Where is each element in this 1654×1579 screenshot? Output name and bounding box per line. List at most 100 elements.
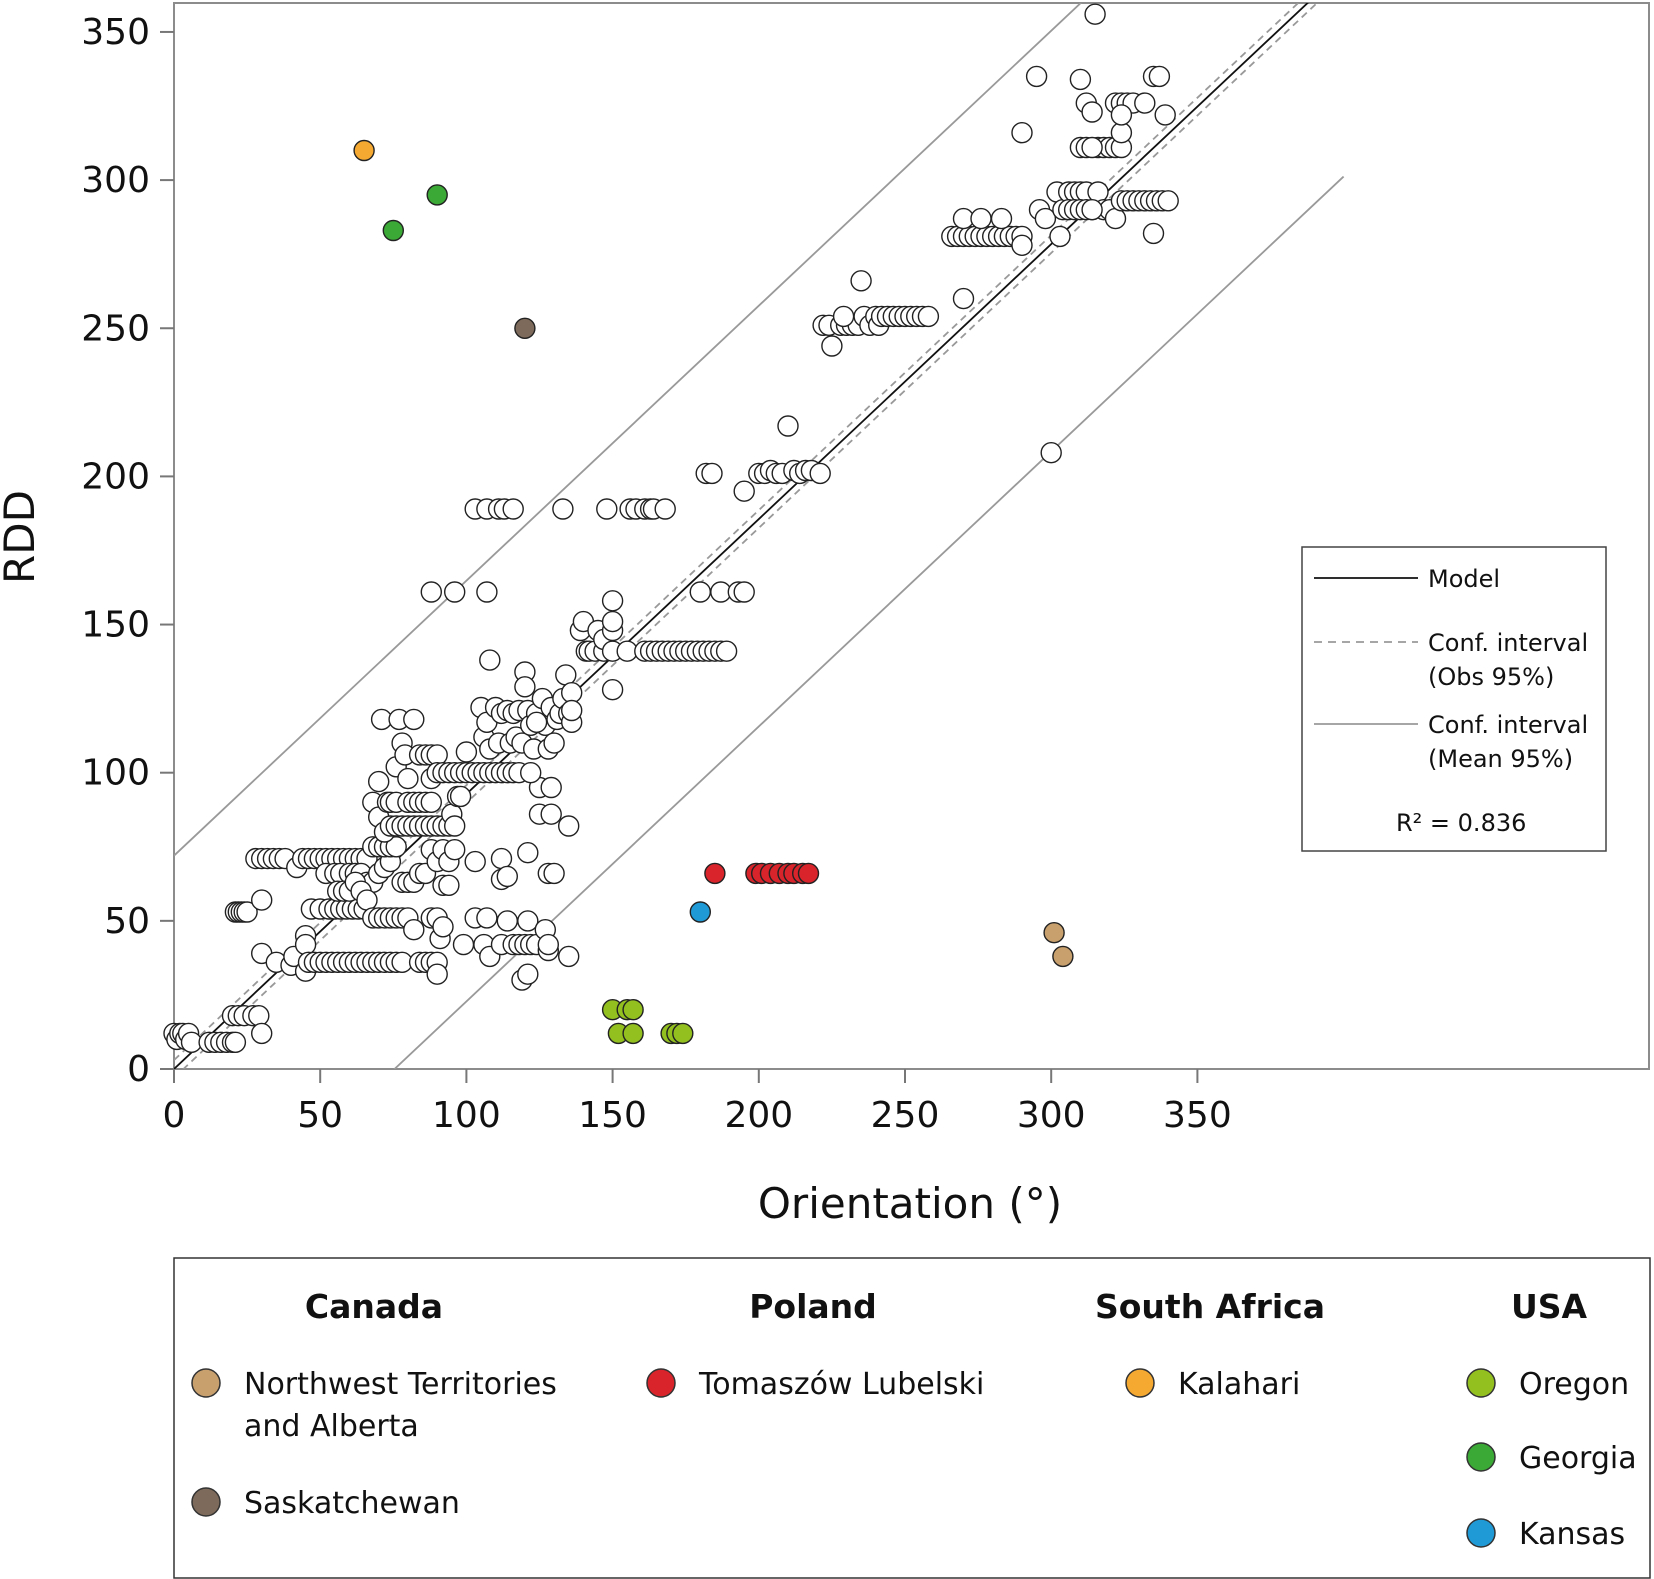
data-point <box>1154 104 1176 126</box>
data-point <box>476 581 498 603</box>
data-point <box>1011 121 1033 144</box>
x-tick-label: 100 <box>432 1095 501 1136</box>
data-point <box>601 679 624 701</box>
data-point <box>403 708 425 731</box>
data-point <box>426 963 448 985</box>
legend-label-kalahari: Kalahari <box>1178 1367 1300 1402</box>
data-point <box>1011 234 1033 257</box>
x-tick-label: 150 <box>578 1095 647 1136</box>
data-point <box>397 767 419 790</box>
data-point-colored <box>704 862 726 885</box>
data-point <box>294 933 317 956</box>
data-point <box>1142 222 1165 245</box>
data-point <box>543 732 565 754</box>
data-point-colored <box>622 999 644 1021</box>
data-point <box>1034 207 1057 230</box>
legend-label-saskatchewan: Saskatchewan <box>244 1486 460 1521</box>
legend-obs-label-line1: Conf. interval <box>1428 629 1588 657</box>
data-point <box>452 933 475 956</box>
x-axis-title: Orientation (°) <box>758 1179 1062 1228</box>
data-point <box>444 839 466 861</box>
data-point <box>1069 68 1092 91</box>
data-point <box>496 865 518 888</box>
confidence-interval-mean-lines <box>174 3 1345 1069</box>
y-tick-label: 100 <box>81 753 150 794</box>
plot-frame <box>173 2 1650 1070</box>
legend-label-tomaszow-lubelski: Tomaszów Lubelski <box>698 1367 984 1402</box>
data-point <box>917 305 940 328</box>
data-point <box>224 1031 247 1054</box>
data-point <box>555 664 577 686</box>
data-point <box>1081 136 1103 159</box>
data-point <box>520 762 542 784</box>
data-point <box>733 480 755 502</box>
data-point <box>1081 198 1103 221</box>
y-tick-label: 150 <box>81 605 150 646</box>
x-tick-label: 250 <box>871 1095 940 1136</box>
data-point <box>832 305 855 328</box>
data-point-colored <box>622 1022 644 1045</box>
data-point <box>385 836 407 858</box>
data-point <box>1040 442 1062 464</box>
legend-marker-kalahari <box>1125 1368 1155 1398</box>
data-point <box>251 889 273 911</box>
y-tick-label: 300 <box>81 160 150 201</box>
data-point <box>540 776 562 799</box>
legend-marker-georgia <box>1466 1442 1496 1472</box>
legend-label-kansas: Kansas <box>1519 1517 1625 1552</box>
x-tick-label: 300 <box>1017 1095 1086 1136</box>
data-point <box>537 933 559 956</box>
x-tick-label: 0 <box>163 1095 186 1136</box>
legend-label-oregon: Oregon <box>1519 1367 1629 1402</box>
legend-label-georgia: Georgia <box>1519 1441 1637 1476</box>
data-point <box>236 901 258 923</box>
legend-marker-tomaszow-lubelski <box>646 1368 676 1398</box>
data-point <box>438 874 460 896</box>
data-point <box>715 640 738 662</box>
data-point <box>420 791 442 813</box>
legend-r2: R² = 0.836 <box>1396 809 1526 837</box>
data-point <box>420 581 442 603</box>
data-point <box>689 581 711 603</box>
data-point <box>517 963 539 985</box>
data-point <box>990 207 1013 230</box>
data-point <box>952 287 975 310</box>
data-point <box>502 498 524 520</box>
y-tick-label: 250 <box>81 308 150 349</box>
data-point <box>601 610 624 633</box>
data-point <box>809 462 831 485</box>
legend-label-northwest-territories-line1: Northwest Territories <box>244 1367 557 1402</box>
data-point <box>540 803 562 825</box>
data-point <box>1148 65 1171 88</box>
legend-marker-northwest-territories <box>191 1368 221 1398</box>
data-point <box>251 1022 273 1045</box>
data-point <box>444 581 466 603</box>
data-point <box>517 842 539 864</box>
legend-model-label: Model <box>1428 565 1500 593</box>
data-point <box>1110 121 1133 144</box>
country-poland: Poland <box>749 1287 877 1326</box>
plot-area <box>163 2 1650 1070</box>
data-point <box>701 462 723 485</box>
data-point <box>432 916 454 938</box>
data-point <box>552 498 574 520</box>
data-point <box>444 815 466 837</box>
data-point <box>514 676 536 698</box>
legend-label-northwest-territories-line2: and Alberta <box>244 1409 419 1444</box>
data-point-colored <box>426 184 448 206</box>
y-tick-label: 200 <box>81 456 150 497</box>
data-point <box>426 744 448 766</box>
model-legend-box <box>1301 546 1607 852</box>
country-canada: Canada <box>305 1287 443 1326</box>
data-point-colored <box>382 219 404 242</box>
data-point <box>543 862 565 885</box>
data-point <box>248 1005 270 1027</box>
group-legend: Canada Northwest Territories and Alberta… <box>173 1257 1651 1579</box>
ci-mean-lower-line <box>393 175 1345 1069</box>
legend-mean-label-line2: (Mean 95%) <box>1428 745 1573 773</box>
data-point-colored <box>797 862 820 885</box>
country-usa: USA <box>1511 1287 1588 1326</box>
data-point-colored <box>353 139 375 162</box>
x-tick-label: 200 <box>724 1095 793 1136</box>
